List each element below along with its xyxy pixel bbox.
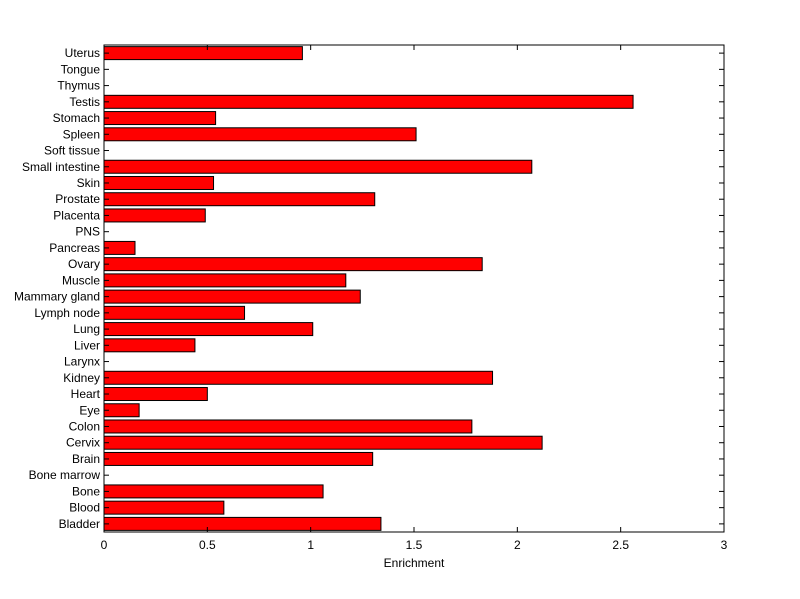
bar-bone [103,484,324,499]
bar-blood [103,500,225,515]
category-label-larynx: Larynx [64,355,100,369]
bar-heart [103,387,208,402]
category-label-colon: Colon [69,419,100,433]
category-label-spleen: Spleen [63,127,100,141]
ticks-group [103,45,725,532]
category-label-brain: Brain [72,452,100,466]
category-label-muscle: Muscle [62,273,100,287]
category-label-heart: Heart [71,387,101,401]
bar-colon [103,419,473,434]
x-tick-label: 2 [514,538,521,552]
bar-ovary [103,257,483,272]
bar-testis [103,94,634,109]
x-tick-label: 0 [101,538,108,552]
bar-lung [103,322,314,337]
bar-small-intestine [103,159,533,174]
category-label-kidney: Kidney [63,371,100,385]
bar-kidney [103,370,494,385]
category-label-ovary: Ovary [68,257,100,271]
x-tick-label: 1.5 [406,538,423,552]
category-label-small-intestine: Small intestine [22,160,100,174]
category-label-skin: Skin [77,176,100,190]
category-label-thymus: Thymus [57,79,100,93]
category-label-tongue: Tongue [61,62,101,76]
bar-bladder [103,516,382,531]
bar-brain [103,451,374,466]
bar-skin [103,175,215,190]
category-label-pns: PNS [75,225,100,239]
category-label-soft-tissue: Soft tissue [44,144,100,158]
category-label-testis: Testis [69,95,100,109]
bar-placenta [103,208,206,223]
category-label-lung: Lung [73,322,100,336]
bar-cervix [103,435,543,450]
bars-group [103,46,634,531]
category-label-liver: Liver [74,338,100,352]
category-label-eye: Eye [79,403,100,417]
bar-prostate [103,192,376,207]
x-tick-label: 0.5 [199,538,216,552]
bar-lymph-node [103,305,246,320]
bar-spleen [103,127,417,142]
x-tick-label: 1 [307,538,314,552]
bar-liver [103,338,196,353]
category-label-lymph-node: Lymph node [34,306,100,320]
category-label-bone: Bone [72,484,100,498]
x-axis-label: Enrichment [384,556,445,570]
x-tick-label: 2.5 [612,538,629,552]
category-label-cervix: Cervix [66,436,100,450]
bar-eye [103,403,140,418]
category-label-mammary-gland: Mammary gland [14,290,100,304]
category-label-prostate: Prostate [55,192,100,206]
category-label-bladder: Bladder [59,517,100,531]
category-label-uterus: Uterus [65,46,100,60]
category-labels-group: Bladder Blood Bone Bone marrow Brain Cervix Co… [14,46,101,531]
category-label-bone-marrow: Bone marrow [29,468,101,482]
bar-muscle [103,273,347,288]
category-label-placenta: Placenta [53,208,100,222]
category-label-blood: Blood [69,501,100,515]
bar-uterus [103,46,303,61]
category-label-pancreas: Pancreas [49,241,100,255]
x-tick-labels-group: 0 0.5 1 1.5 2 2.5 3 [101,538,728,552]
bar-stomach [103,111,217,126]
x-tick-label: 3 [721,538,728,552]
category-label-stomach: Stomach [53,111,100,125]
bar-mammary-gland [103,289,361,304]
